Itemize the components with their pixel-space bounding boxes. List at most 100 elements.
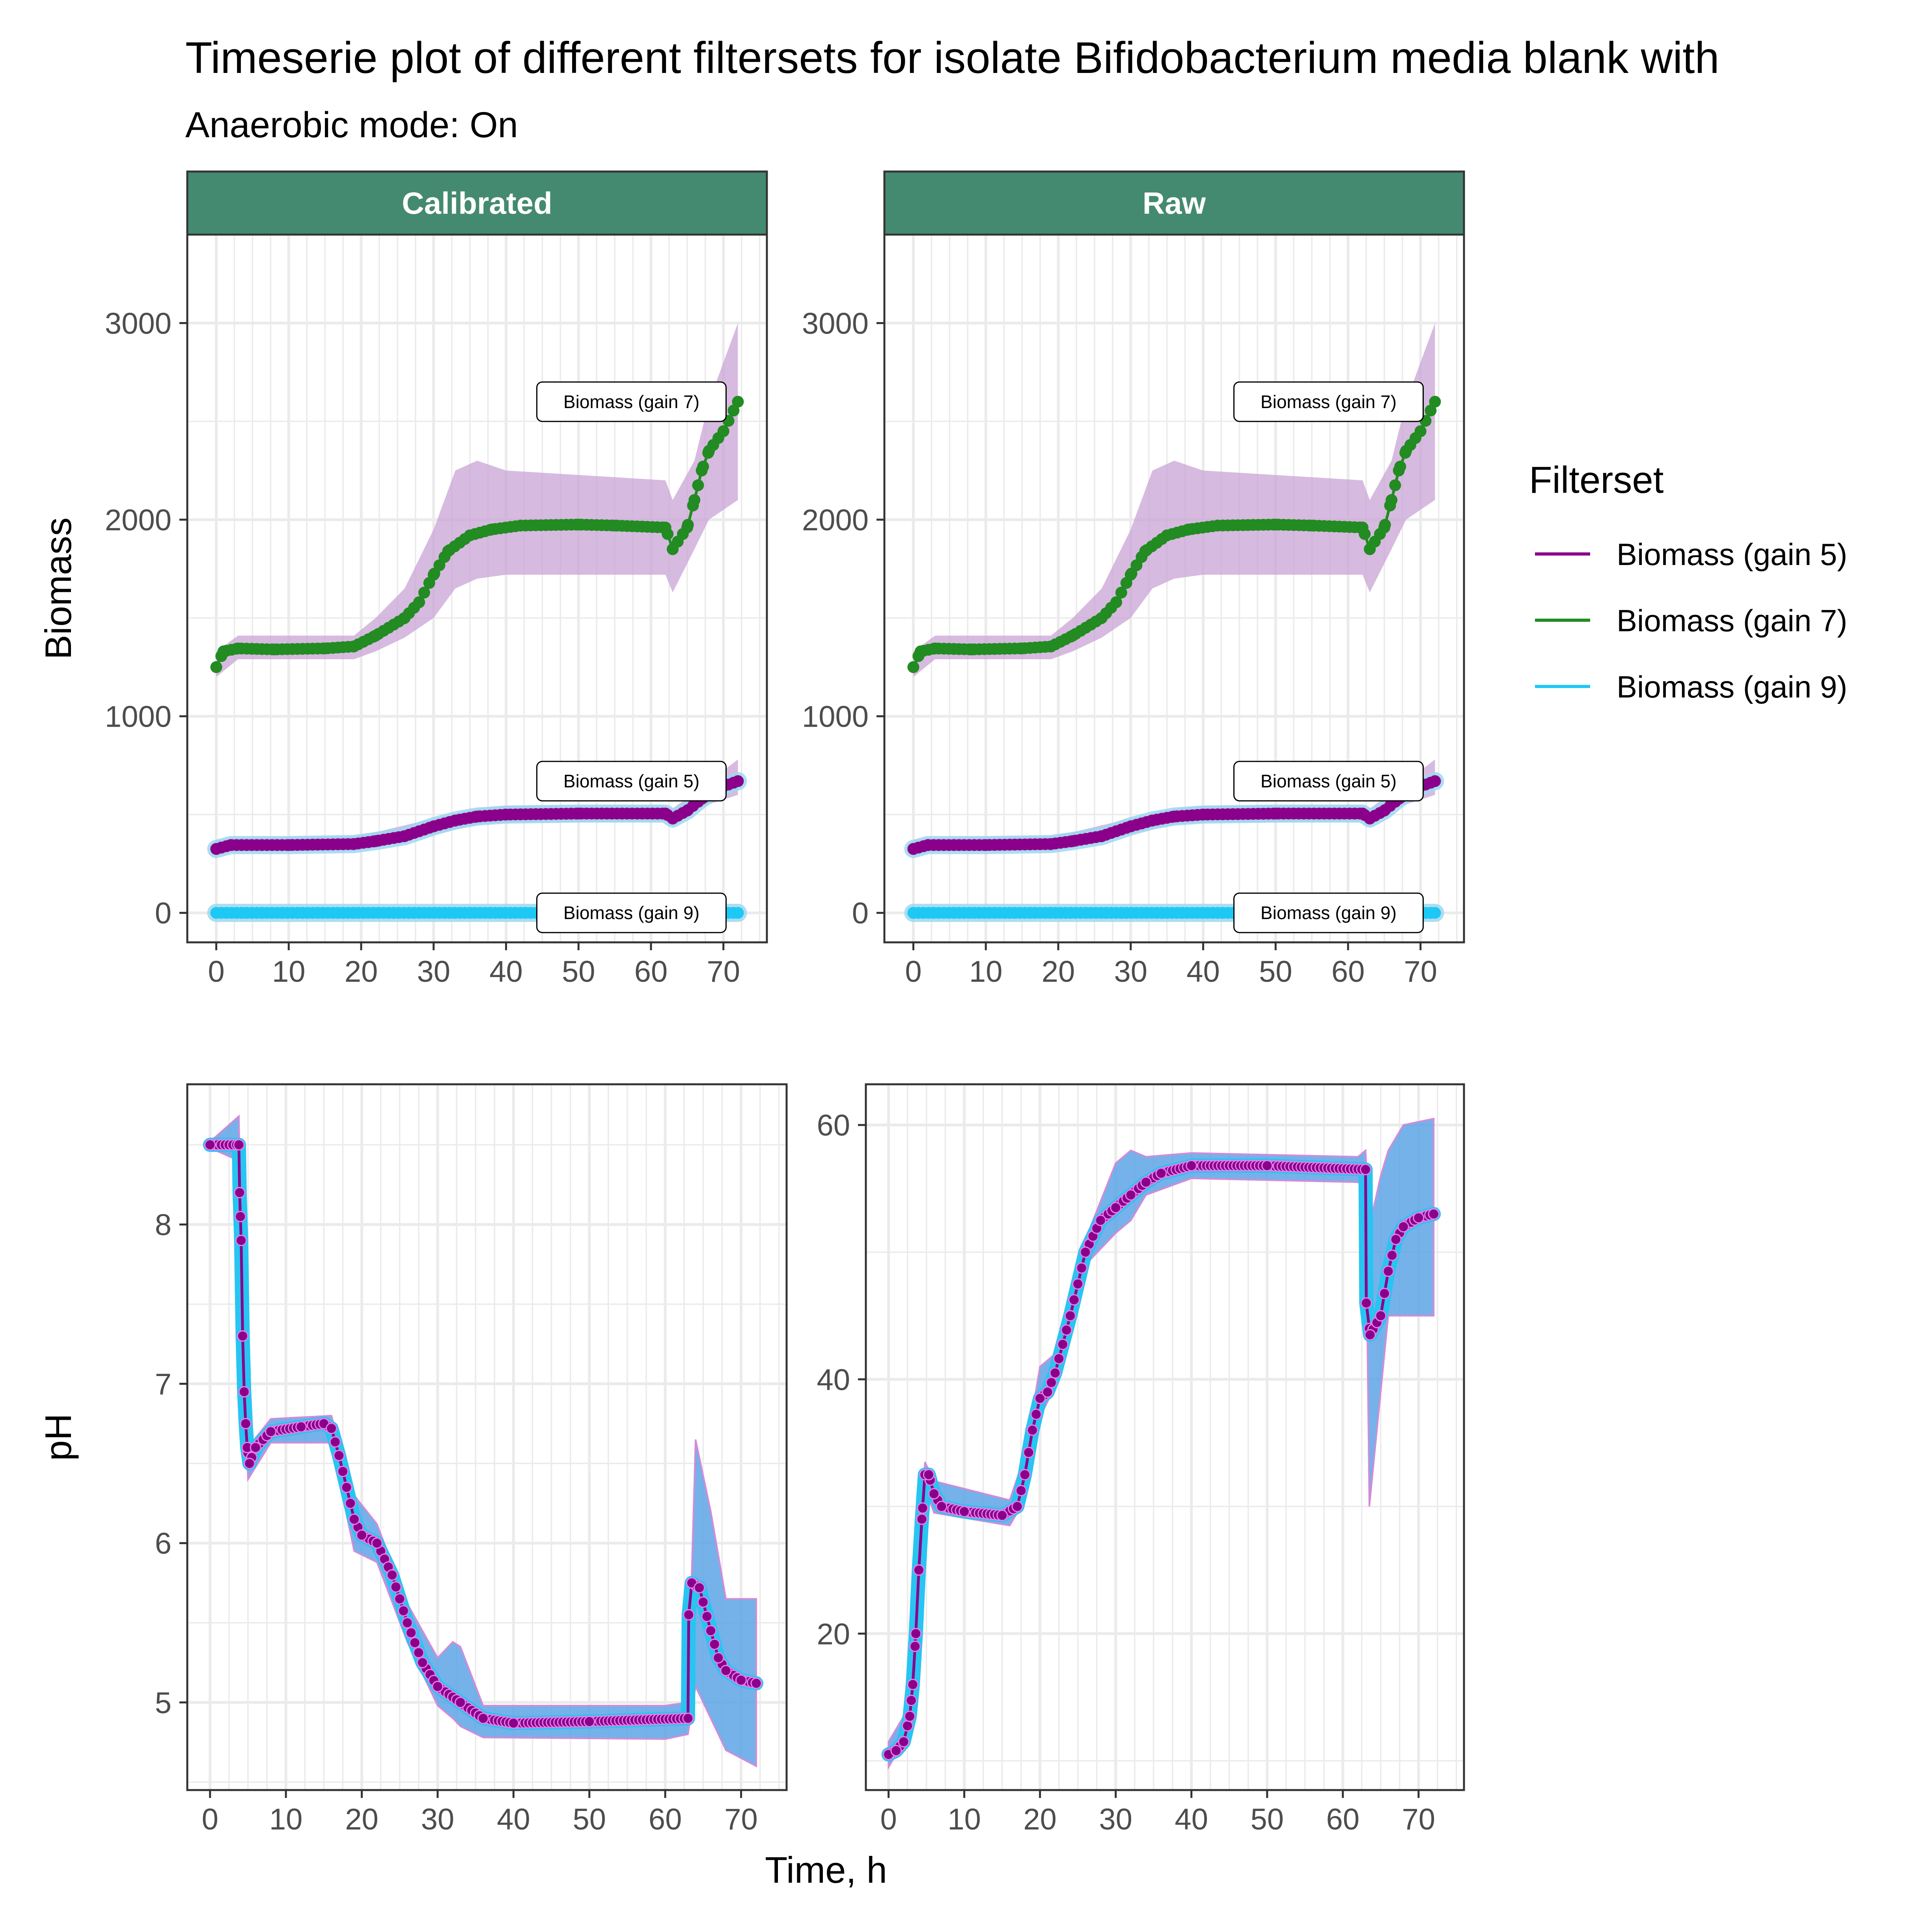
data-point: [1386, 1249, 1398, 1261]
data-point: [1125, 820, 1137, 832]
data-point: [929, 642, 941, 655]
data-point: [1261, 1160, 1273, 1171]
data-point: [1140, 1176, 1152, 1188]
data-point: [703, 445, 715, 457]
data-point: [1042, 1386, 1054, 1398]
data-point: [936, 1501, 947, 1512]
data-point: [485, 523, 498, 535]
y-axis: 0 1000 2000 3000: [105, 307, 187, 930]
panel-top-left: Biomass (gain 7) Biomass (gain 5) Biomass …: [37, 170, 768, 988]
data-point: [1115, 586, 1127, 599]
y-axis-title: Biomass: [37, 517, 79, 659]
legend-label: Biomass (gain 9): [1617, 669, 1847, 704]
y-axis: 20 40 60: [817, 1109, 866, 1651]
data-point: [416, 1657, 428, 1669]
data-point: [922, 839, 934, 851]
data-point: [697, 1596, 709, 1608]
data-point: [1110, 1202, 1122, 1214]
data-point: [464, 529, 476, 541]
x-tick-label: 40: [489, 955, 523, 988]
grid-lines: [187, 1084, 787, 1790]
x-tick-label: 10: [947, 1803, 981, 1836]
y-axis-title: pH: [37, 1414, 79, 1461]
data-point: [688, 494, 701, 506]
data-point: [1182, 523, 1195, 535]
data-point: [333, 1449, 345, 1461]
data-point: [709, 1638, 720, 1650]
range-band-biomass-gain-7-: [913, 323, 1435, 677]
panel-bottom-left: 0 10 20 30 40 50 60 70 5 6 7 8 pH: [37, 1083, 788, 1836]
x-tick-label: 50: [573, 1803, 606, 1836]
data-point: [1067, 835, 1079, 847]
data-point: [732, 775, 744, 787]
x-axis: 0 10 20 30 40 50 60 70: [208, 942, 740, 988]
y-tick-label: 3000: [802, 307, 869, 340]
data-point: [238, 1386, 250, 1398]
data-point: [732, 395, 744, 408]
data-point: [1397, 1221, 1409, 1233]
end-label-biomass-gain-9-: Biomass (gain 9): [536, 892, 727, 933]
data-point: [1386, 494, 1398, 506]
data-point: [909, 1641, 921, 1652]
data-point: [399, 612, 411, 624]
legend: Filterset Biomass (gain 5)Biomass (gain …: [1529, 459, 1847, 704]
data-point: [210, 843, 222, 855]
data-point: [705, 1625, 717, 1637]
data-point: [905, 1695, 917, 1706]
x-axis: 0 10 20 30 40 50 60 70: [202, 1790, 758, 1836]
panel-bottom-right: 0 10 20 30 40 50 60 70 20 40 60: [817, 1083, 1465, 1836]
data-point: [1019, 1469, 1031, 1481]
y-tick-label: 7: [155, 1368, 172, 1401]
data-point: [244, 1458, 255, 1470]
data-point: [1057, 1339, 1069, 1350]
data-point: [399, 830, 411, 842]
data-point: [394, 1593, 406, 1605]
x-tick-label: 60: [649, 1803, 682, 1836]
data-point: [1389, 479, 1401, 491]
data-point: [916, 1513, 928, 1525]
data-point: [345, 1497, 356, 1509]
data-point: [696, 464, 708, 477]
data-point: [500, 808, 512, 821]
data-point: [907, 843, 919, 855]
data-point: [996, 1509, 1008, 1521]
data-point: [1161, 529, 1173, 541]
data-point: [1080, 1246, 1091, 1258]
data-point: [1378, 1288, 1390, 1300]
data-point: [1067, 630, 1079, 642]
data-point: [235, 1235, 247, 1246]
data-point: [1095, 1214, 1106, 1226]
data-point: [1413, 1212, 1425, 1224]
data-point: [1356, 521, 1369, 533]
data-point: [319, 642, 331, 655]
data-point: [1023, 1447, 1035, 1458]
data-point: [233, 1139, 245, 1151]
data-point: [1400, 445, 1412, 457]
y-tick-label: 6: [155, 1527, 172, 1561]
data-point: [573, 518, 585, 531]
data-point: [507, 1717, 519, 1729]
data-point: [1360, 1297, 1372, 1309]
data-point: [1011, 1501, 1023, 1512]
range-band-biomass-gain-7-: [216, 323, 738, 677]
series-points-biomass-gain-5-: [204, 1139, 762, 1729]
data-point: [1270, 807, 1282, 820]
data-point: [907, 907, 919, 919]
data-point: [418, 586, 430, 599]
end-label-biomass-gain-7-: Biomass (gain 7): [536, 381, 727, 422]
data-point: [235, 1210, 246, 1222]
y-tick-label: 40: [817, 1363, 850, 1397]
data-point: [980, 839, 992, 851]
data-point: [1364, 543, 1376, 555]
data-point: [1378, 521, 1390, 533]
data-point: [712, 1652, 724, 1664]
data-point: [584, 1716, 595, 1727]
data-point: [717, 425, 729, 437]
data-point: [369, 835, 382, 847]
x-tick-label: 20: [345, 1803, 379, 1836]
x-tick-label: 30: [421, 1803, 455, 1836]
data-point: [1053, 1353, 1065, 1365]
data-point: [681, 804, 693, 817]
x-axis: 0 10 20 30 40 50 60 70: [905, 942, 1437, 988]
